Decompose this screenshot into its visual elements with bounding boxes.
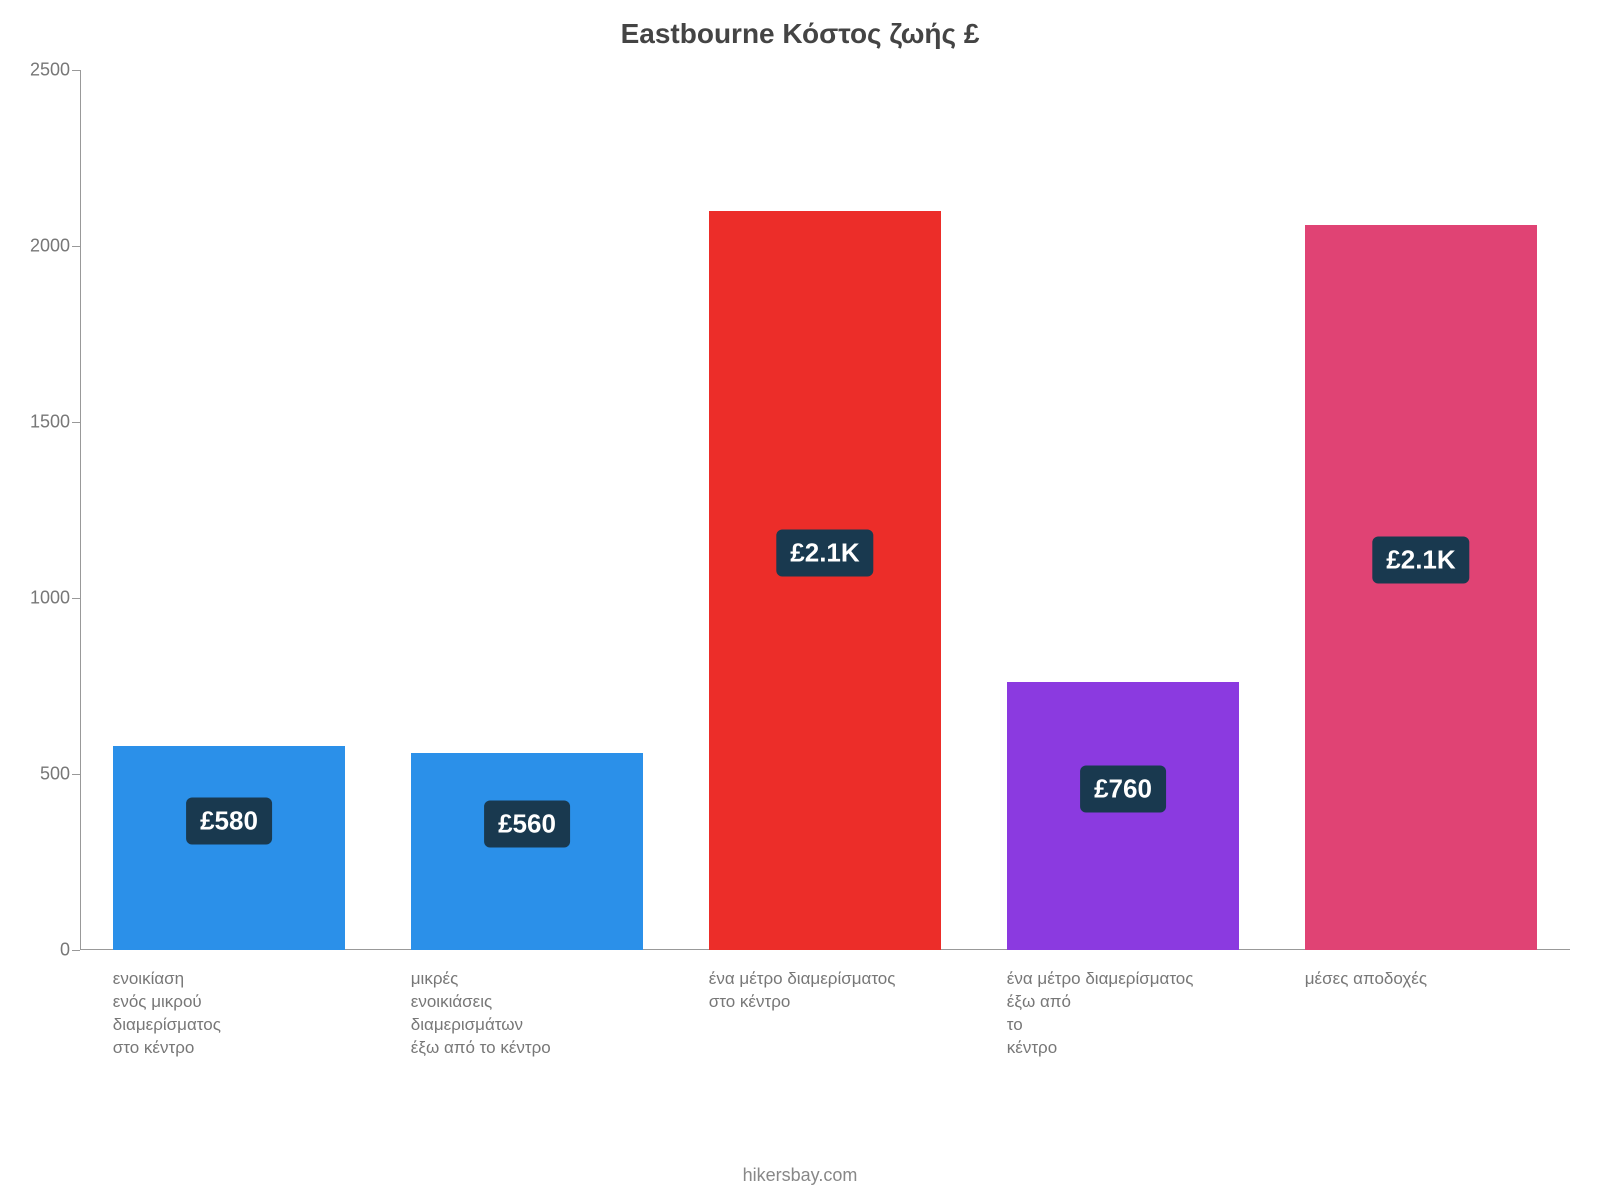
y-tick-mark	[72, 950, 80, 951]
bar-value-label: £580	[186, 797, 272, 844]
y-tick-mark	[72, 246, 80, 247]
bar: £2.1K	[1305, 225, 1537, 950]
bar-value-label: £760	[1080, 766, 1166, 813]
x-tick-label: μικρέςενοικιάσειςδιαμερισμάτωνέξω από το…	[411, 950, 621, 1060]
chart-title: Eastbourne Κόστος ζωής £	[0, 18, 1600, 50]
bar: £2.1K	[709, 211, 941, 950]
bar: £560	[411, 753, 643, 950]
bar: £760	[1007, 682, 1239, 950]
y-tick-mark	[72, 422, 80, 423]
cost-of-living-chart: Eastbourne Κόστος ζωής £ 050010001500200…	[0, 0, 1600, 1200]
x-tick-label: ενοικίασηενός μικρούδιαμερίσματοςστο κέν…	[113, 950, 323, 1060]
y-tick-mark	[72, 598, 80, 599]
x-tick-label: ένα μέτρο διαμερίσματοςέξω απότοκέντρο	[1007, 950, 1217, 1060]
bar-value-label: £2.1K	[776, 530, 873, 577]
y-tick-mark	[72, 774, 80, 775]
y-tick-mark	[72, 70, 80, 71]
bar-value-label: £2.1K	[1372, 537, 1469, 584]
x-tick-label: ένα μέτρο διαμερίσματοςστο κέντρο	[709, 950, 919, 1014]
plot-area: 05001000150020002500 £580£560£2.1K£760£2…	[80, 70, 1570, 950]
credit-text: hikersbay.com	[0, 1165, 1600, 1186]
bar-value-label: £560	[484, 801, 570, 848]
bar: £580	[113, 746, 345, 950]
x-tick-label: μέσες αποδοχές	[1305, 950, 1515, 991]
bars-container: £580 £560 £2.1K £760 £2.1K	[80, 70, 1570, 950]
